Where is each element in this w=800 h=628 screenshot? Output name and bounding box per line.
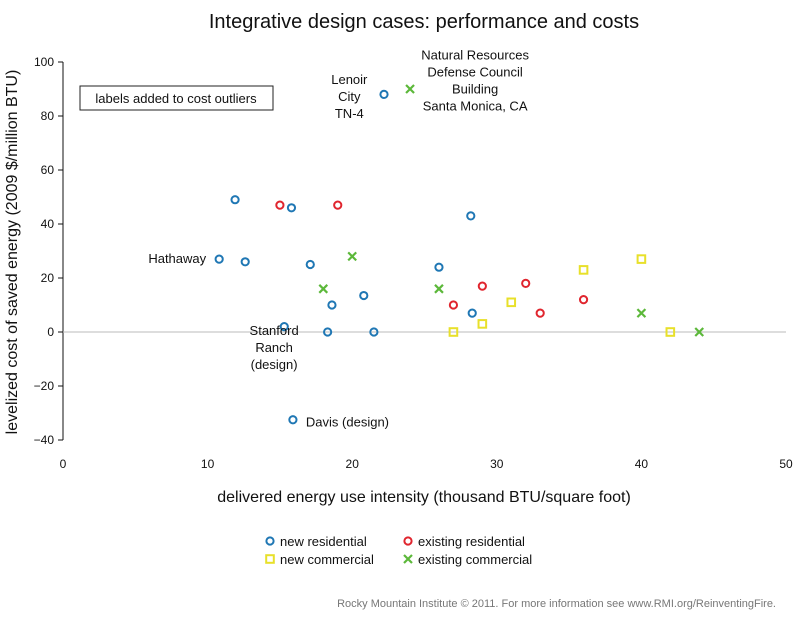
data-point xyxy=(379,89,389,100)
data-point xyxy=(240,257,250,267)
x-tick-label: 30 xyxy=(490,457,504,471)
annotation-lenoir-city: TN-4 xyxy=(335,106,364,121)
data-point xyxy=(477,319,488,329)
data-point xyxy=(448,300,459,310)
data-point xyxy=(318,284,329,294)
annotation-davis: Davis (design) xyxy=(306,414,389,429)
x-tick-label: 40 xyxy=(635,457,649,471)
annotation-hathaway: Hathaway xyxy=(148,251,206,266)
legend-label: existing commercial xyxy=(418,552,532,567)
data-point xyxy=(286,203,297,213)
annotation-nrdc-building: Building xyxy=(452,81,498,96)
x-axis-label: delivered energy use intensity (thousand… xyxy=(217,489,631,506)
legend: new residential existing residential new c… xyxy=(265,534,532,567)
x-tick-label: 20 xyxy=(346,457,360,471)
data-point xyxy=(347,251,357,262)
series-new-commercial xyxy=(448,254,676,337)
data-point xyxy=(535,308,545,318)
legend-marker xyxy=(403,536,413,546)
data-point xyxy=(665,327,676,337)
data-point xyxy=(323,327,333,337)
legend-marker xyxy=(265,536,275,546)
data-point xyxy=(477,281,487,291)
note-box: labels added to cost outliers xyxy=(79,85,274,111)
data-point xyxy=(636,254,647,264)
series-new-residential xyxy=(214,89,477,425)
data-point xyxy=(694,327,705,337)
note-box-text: labels added to cost outliers xyxy=(95,91,257,106)
y-tick-label: 40 xyxy=(41,217,55,231)
data-point xyxy=(405,84,415,94)
annotation-stanford-ranch: Stanford xyxy=(250,323,299,338)
x-tick-label: 50 xyxy=(779,457,793,471)
data-points xyxy=(214,84,705,425)
annotation-lenoir-city: Lenoir xyxy=(331,72,368,87)
data-point xyxy=(521,278,531,288)
x-tick-label: 0 xyxy=(60,457,67,471)
y-tick-label: −20 xyxy=(34,379,55,393)
annotation-stanford-ranch: Ranch xyxy=(255,340,293,355)
annotation-stanford-ranch: (design) xyxy=(251,357,298,372)
x-tick-label: 10 xyxy=(201,457,215,471)
data-point xyxy=(275,200,285,210)
annotation-lenoir-city: City xyxy=(338,89,361,104)
legend-marker xyxy=(265,554,275,564)
annotation-nrdc-building: Natural Resources xyxy=(421,47,529,62)
data-point xyxy=(230,195,240,205)
y-tick-label: 20 xyxy=(41,271,55,285)
data-point xyxy=(578,265,589,275)
footer-credit: Rocky Mountain Institute © 2011. For mor… xyxy=(337,598,776,610)
data-point xyxy=(288,415,298,425)
y-tick-label: 0 xyxy=(47,325,54,339)
data-point xyxy=(279,322,289,332)
data-point xyxy=(466,211,476,221)
data-point xyxy=(333,200,343,210)
data-point xyxy=(448,327,459,337)
data-point xyxy=(467,308,477,318)
legend-marker xyxy=(403,554,413,564)
data-point xyxy=(636,308,647,318)
axes xyxy=(58,61,786,441)
data-point xyxy=(305,259,315,270)
data-point xyxy=(434,262,444,272)
y-tick-label: 60 xyxy=(41,163,55,177)
data-point xyxy=(578,295,589,305)
chart-title: Integrative design cases: performance an… xyxy=(209,11,639,33)
y-tick-label: 100 xyxy=(34,55,54,69)
y-tick-label: 80 xyxy=(41,109,55,123)
data-point xyxy=(359,290,369,301)
data-point xyxy=(506,297,517,308)
data-point xyxy=(327,300,337,310)
annotations: Lenoir City TN-4 Natural Resources Defense C… xyxy=(148,47,529,429)
series-existing-commercial xyxy=(318,84,705,337)
y-axis-label: levelized cost of saved energy (2009 $/m… xyxy=(4,70,21,435)
legend-label: existing residential xyxy=(418,534,525,549)
data-point xyxy=(434,284,444,294)
annotation-nrdc-building: Santa Monica, CA xyxy=(423,98,528,113)
data-point xyxy=(369,327,379,337)
legend-label: new commercial xyxy=(280,552,374,567)
data-point xyxy=(214,254,224,264)
legend-label: new residential xyxy=(280,534,367,549)
annotation-nrdc-building: Defense Council xyxy=(427,64,522,79)
y-tick-label: −40 xyxy=(34,433,55,447)
series-existing-residential xyxy=(275,200,589,318)
tick-labels: −40 −20 0 20 40 60 80 100 0 10 20 30 40 50 xyxy=(34,55,793,471)
